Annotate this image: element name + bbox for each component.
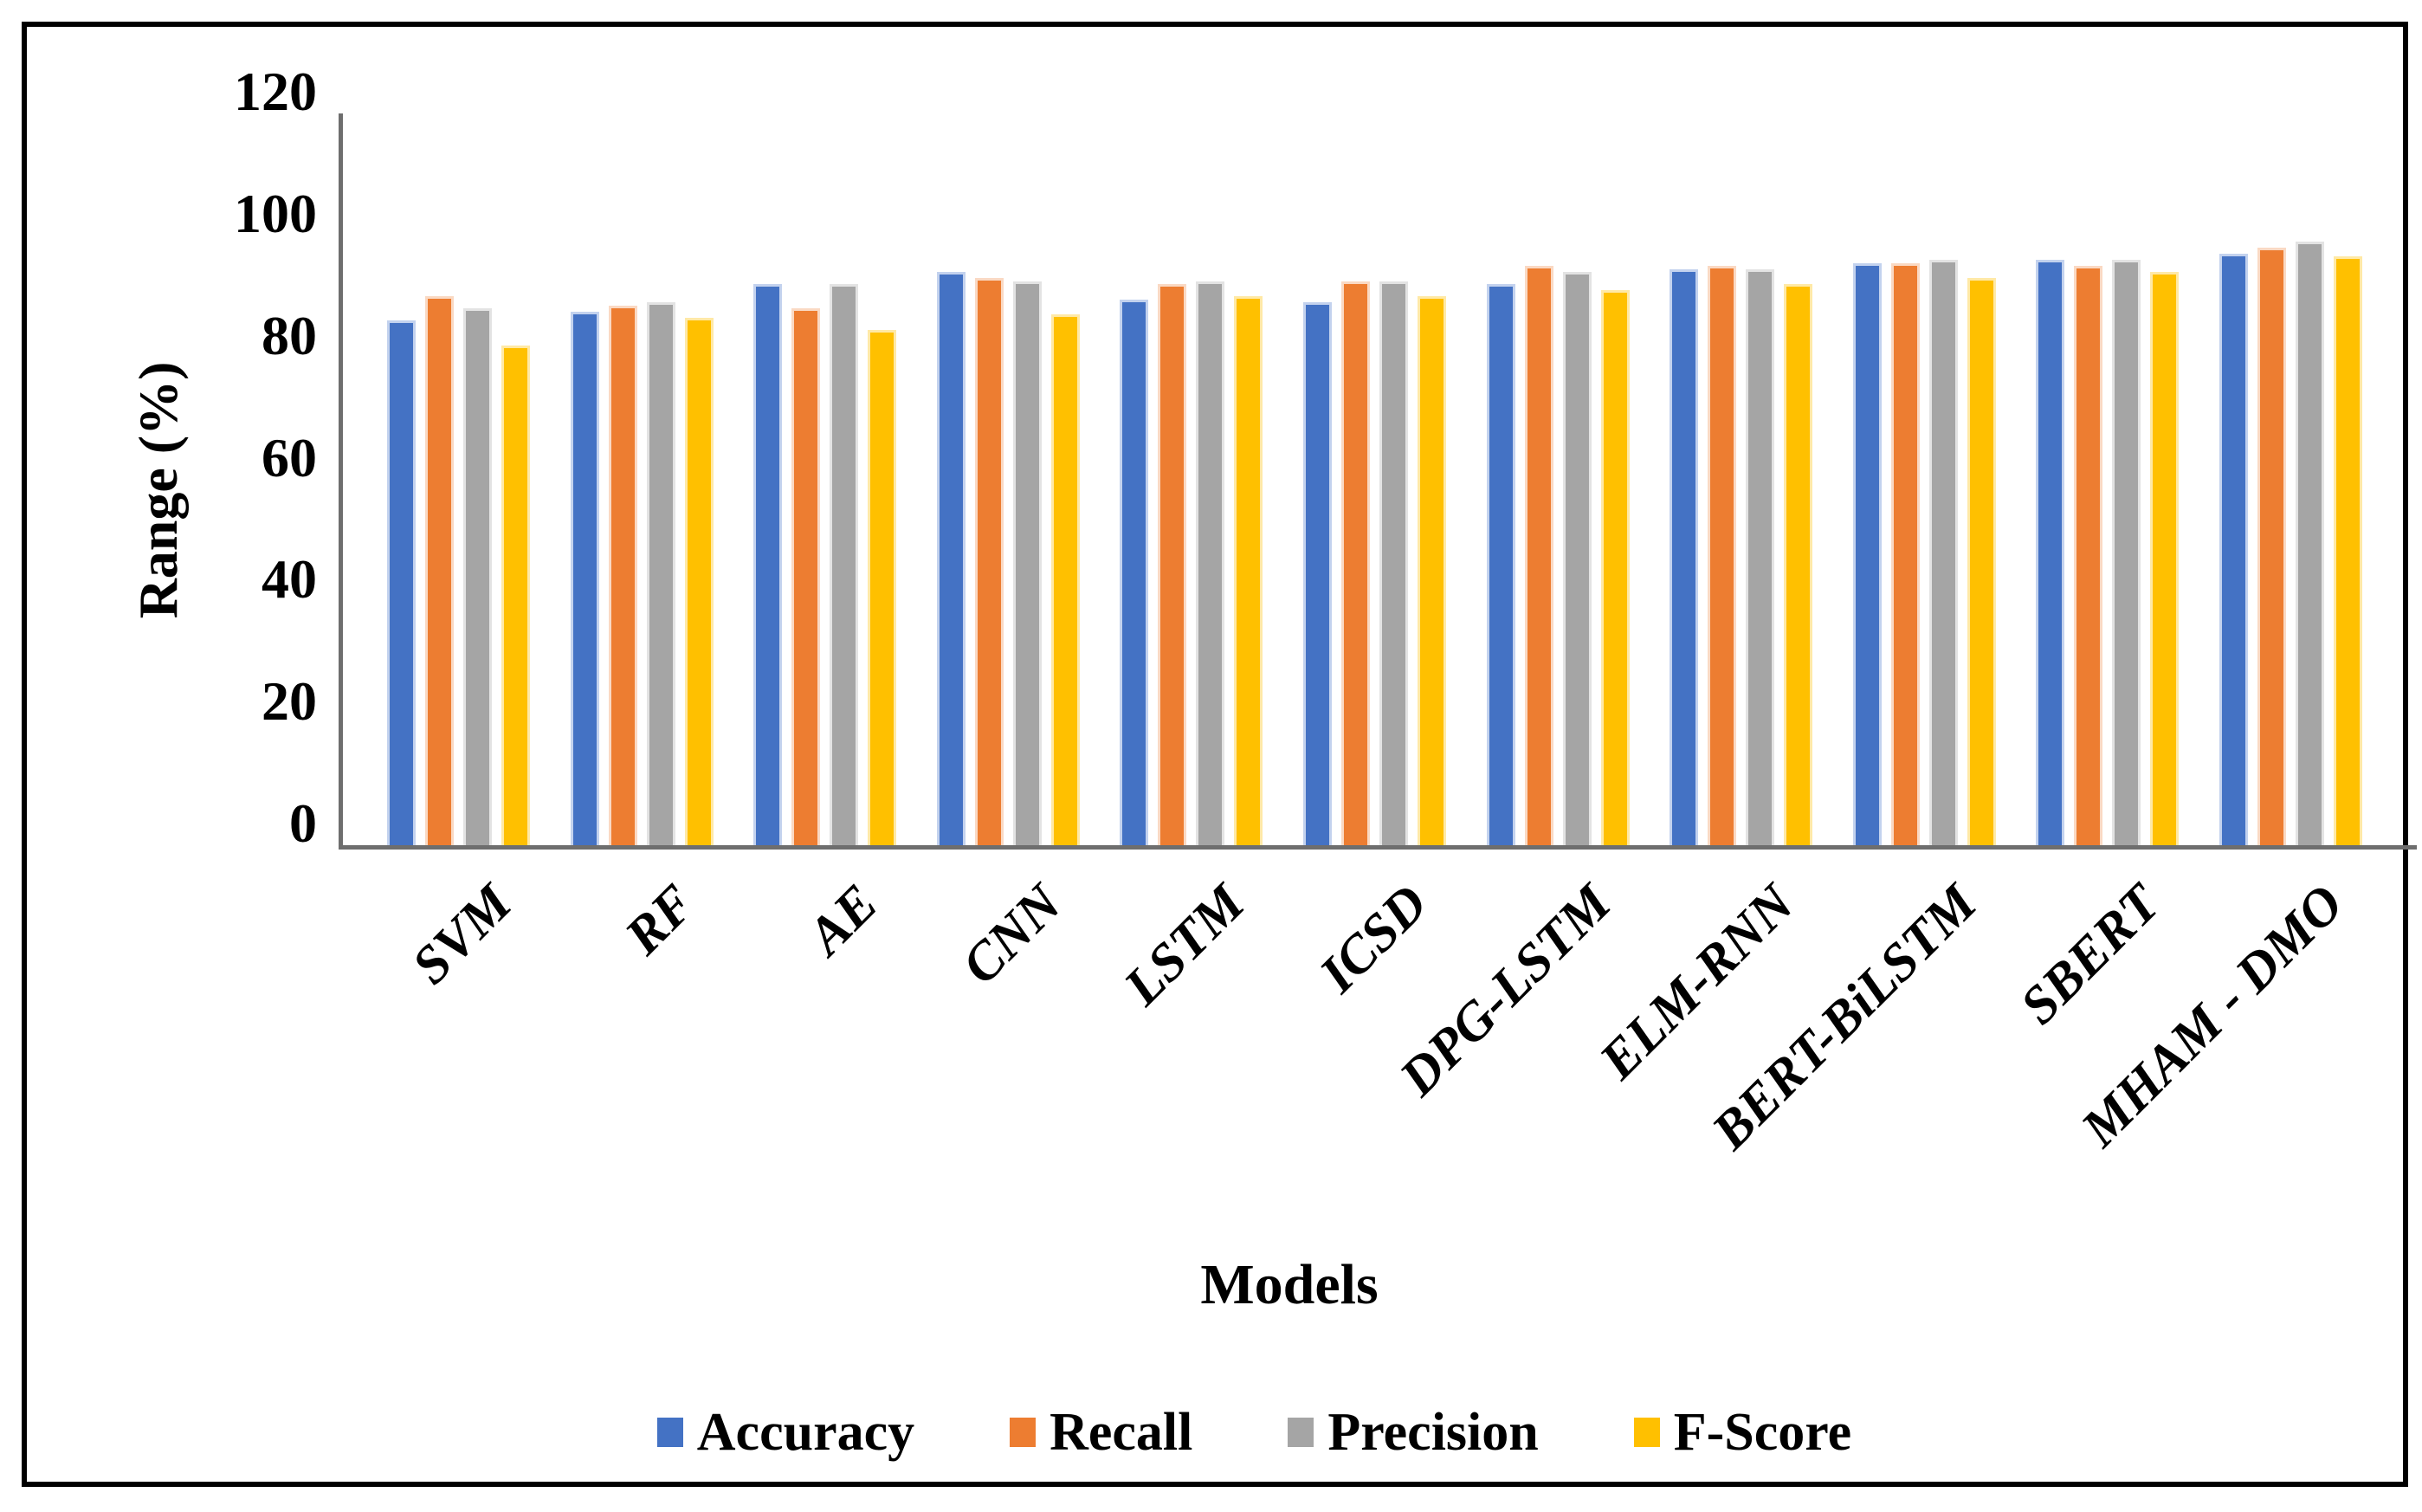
bar-group-svm: [367, 113, 551, 845]
bar-mham-dmo-f-score: [2333, 256, 2362, 845]
y-tick-label-80: 80: [262, 304, 317, 366]
bar-sbert-precision: [2112, 260, 2141, 845]
legend-swatch-precision: [1288, 1418, 1314, 1447]
bar-icsd-precision: [1379, 281, 1408, 845]
legend-swatch-f-score: [1633, 1418, 1660, 1447]
bar-dpg-lstm-recall: [1524, 266, 1553, 845]
bar-ae-precision: [830, 284, 859, 845]
bar-group-cnn: [917, 113, 1101, 845]
legend-swatch-accuracy: [656, 1418, 683, 1447]
x-tick-label-svm: SVM: [401, 873, 523, 996]
legend-label-precision: Precision: [1327, 1403, 1539, 1462]
y-tick-label-40: 40: [262, 548, 317, 611]
bar-dpg-lstm-f-score: [1600, 290, 1630, 845]
y-tick-label-120: 120: [234, 61, 317, 122]
bar-rf-accuracy: [570, 311, 599, 845]
bar-group-icsd: [1283, 113, 1467, 845]
bar-group-sbert: [2016, 113, 2199, 845]
x-tick-label-sbert: SBERT: [2009, 873, 2172, 1036]
bar-svm-f-score: [501, 345, 531, 845]
bar-elm-rnn-f-score: [1784, 284, 1813, 845]
bar-cnn-precision: [1012, 281, 1042, 845]
legend-item-precision: Precision: [1288, 1402, 1539, 1463]
y-tick-label-60: 60: [262, 426, 317, 488]
bar-cnn-f-score: [1050, 314, 1080, 845]
bar-elm-rnn-precision: [1746, 268, 1775, 845]
bar-cnn-accuracy: [936, 272, 966, 845]
bar-svm-accuracy: [387, 320, 417, 845]
bars-row: [367, 113, 2382, 845]
bar-svm-precision: [463, 308, 493, 845]
bar-mham-dmo-accuracy: [2219, 253, 2248, 845]
bar-ae-f-score: [868, 329, 897, 845]
legend-label-recall: Recall: [1050, 1403, 1193, 1462]
bar-bert-bilstm-precision: [1928, 260, 1958, 845]
bar-icsd-recall: [1341, 281, 1370, 845]
bar-dpg-lstm-precision: [1562, 272, 1592, 845]
bar-icsd-accuracy: [1303, 302, 1332, 845]
bar-group-rf: [551, 113, 734, 845]
bar-lstm-precision: [1196, 281, 1225, 845]
bar-group-lstm: [1100, 113, 1283, 845]
bar-group-dpg-lstm: [1466, 113, 1650, 845]
bar-elm-rnn-recall: [1708, 266, 1737, 845]
x-tick-label-ae: AE: [797, 873, 889, 966]
x-tick-label-cnn: CNN: [950, 873, 1073, 996]
bar-sbert-recall: [2074, 266, 2103, 845]
legend-item-recall: Recall: [1010, 1402, 1192, 1463]
bar-mham-dmo-recall: [2257, 247, 2286, 845]
bar-bert-bilstm-accuracy: [1852, 262, 1882, 845]
bar-mham-dmo-precision: [2295, 241, 2324, 845]
bar-lstm-accuracy: [1120, 299, 1149, 845]
legend-label-f-score: F-Score: [1673, 1403, 1852, 1462]
bar-rf-f-score: [684, 317, 714, 845]
bar-group-ae: [733, 113, 917, 845]
y-tick-label-20: 20: [262, 670, 317, 733]
bar-elm-rnn-accuracy: [1670, 268, 1699, 845]
x-tick-label-rf: RF: [613, 873, 707, 966]
bar-rf-recall: [608, 305, 637, 845]
bar-sbert-accuracy: [2036, 260, 2065, 845]
y-tick-label-100: 100: [234, 182, 317, 244]
chart-legend: Accuracy Recall Precision F-Score: [217, 1402, 2291, 1463]
plot-area: [339, 113, 2417, 850]
bar-sbert-f-score: [2150, 272, 2180, 845]
bar-lstm-f-score: [1234, 296, 1263, 845]
legend-swatch-recall: [1010, 1418, 1037, 1447]
bar-svm-recall: [425, 296, 455, 845]
bar-bert-bilstm-recall: [1890, 262, 1920, 845]
bar-group-elm-rnn: [1650, 113, 1833, 845]
legend-label-accuracy: Accuracy: [696, 1403, 915, 1462]
x-tick-label-lstm: LSTM: [1112, 873, 1256, 1017]
y-tick-label-0: 0: [289, 792, 317, 854]
bar-lstm-recall: [1158, 284, 1187, 845]
legend-item-accuracy: Accuracy: [656, 1402, 915, 1463]
bar-cnn-recall: [974, 278, 1004, 845]
x-axis-title: Models: [1200, 1253, 1379, 1316]
bar-icsd-f-score: [1418, 296, 1446, 845]
legend-item-f-score: F-Score: [1633, 1402, 1852, 1463]
bar-group-mham-dmo: [2199, 113, 2382, 845]
bar-ae-accuracy: [753, 284, 783, 845]
bar-bert-bilstm-f-score: [1967, 278, 1996, 845]
figure-frame: Range (%) 0 20 40 60 80 100 120 SVM RF AE CNN LSTM…: [22, 22, 2417, 1487]
bar-rf-precision: [646, 302, 675, 845]
bar-ae-recall: [791, 308, 821, 845]
x-tick-label-icsd: ICSD: [1308, 873, 1439, 1005]
bar-dpg-lstm-accuracy: [1486, 284, 1515, 845]
bar-group-bert-bilstm: [1832, 113, 2016, 845]
